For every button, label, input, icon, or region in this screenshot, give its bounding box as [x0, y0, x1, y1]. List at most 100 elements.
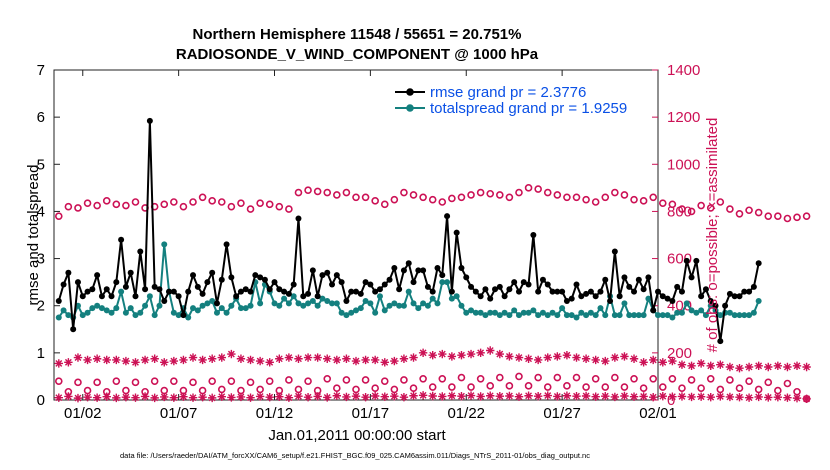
- obs_assimilated_upper-point: [783, 362, 792, 372]
- obs_possible_upper-point: [122, 201, 130, 210]
- totalspread-point: [515, 312, 522, 319]
- rmse-point: [453, 229, 460, 236]
- totalspread-point: [367, 300, 374, 307]
- obs_assimilated_lower-point: [457, 392, 466, 401]
- obs_possible_lower-point: [582, 383, 590, 391]
- rmse-point: [209, 269, 216, 276]
- obs_assimilated_upper-point: [332, 355, 342, 365]
- obs_assimilated_upper-point: [572, 353, 581, 362]
- obs_assimilated_lower-point: [466, 391, 476, 400]
- rmse-point: [482, 286, 489, 293]
- totalspread-point: [755, 298, 762, 304]
- totalspread-point: [362, 298, 369, 304]
- obs_assimilated_lower-point: [792, 393, 802, 403]
- obs_assimilated_upper-point: [754, 361, 763, 371]
- rmse-point: [386, 276, 393, 283]
- rmse-point: [688, 274, 695, 281]
- rmse-point: [463, 274, 470, 281]
- obs_possible_lower-point: [428, 383, 437, 391]
- obs_possible_upper-point: [179, 202, 188, 211]
- rmse-point: [448, 288, 455, 295]
- obs_possible_upper-point: [237, 199, 245, 207]
- rmse-point: [218, 276, 225, 283]
- obs_assimilated_lower-point: [390, 392, 399, 401]
- obs_assimilated_upper-point: [438, 349, 447, 359]
- obs_possible_upper-point: [294, 188, 303, 197]
- totalspread-point: [563, 312, 570, 319]
- totalspread-point: [506, 312, 513, 319]
- totalspread-point: [583, 312, 590, 319]
- rmse-point: [429, 288, 436, 295]
- rmse-point: [94, 272, 101, 279]
- obs_assimilated_lower-point: [610, 392, 620, 402]
- totalspread-point: [688, 307, 695, 314]
- obs_assimilated_lower-point: [332, 391, 342, 400]
- rmse-point: [578, 293, 585, 300]
- rmse-point: [180, 312, 187, 319]
- y-axis-label: rmse and totalspread: [25, 165, 42, 306]
- obs_possible_upper-point: [496, 191, 504, 199]
- rmse-point: [127, 269, 134, 276]
- legend-totalspread-marker: [406, 104, 414, 112]
- obs_assimilated_lower-point: [716, 392, 725, 401]
- totalspread-point: [487, 309, 494, 316]
- rmse-point: [55, 298, 62, 304]
- rmse-point: [420, 267, 427, 274]
- obs_assimilated_lower-point: [476, 392, 485, 401]
- rmse-point: [755, 260, 762, 267]
- rmse-point: [175, 293, 182, 300]
- rmse-point: [98, 293, 105, 300]
- obs_assimilated_lower-point: [639, 392, 648, 401]
- obs_assimilated_lower-point: [687, 392, 696, 402]
- totalspread-point: [611, 312, 618, 319]
- obs_assimilated_upper-point: [524, 354, 533, 363]
- rmse-point: [348, 288, 355, 295]
- totalspread-point: [621, 300, 628, 307]
- x-tick-label: 01/22: [447, 405, 485, 422]
- obs_assimilated_lower-point: [409, 391, 418, 400]
- obs_possible_upper-point: [524, 184, 533, 192]
- rmse-point: [655, 288, 661, 295]
- obs_assimilated_lower-point: [773, 392, 783, 402]
- obs_possible_upper-point: [54, 212, 63, 220]
- totalspread-point: [305, 300, 312, 307]
- obs_possible_lower-point: [572, 373, 581, 382]
- obs_assimilated_lower-point: [399, 392, 409, 402]
- obs_assimilated_upper-point: [265, 358, 274, 367]
- obs_assimilated_upper-point: [294, 354, 303, 363]
- rmse-point: [616, 293, 623, 300]
- rmse-point: [568, 295, 575, 302]
- obs_possible_lower-point: [54, 377, 63, 385]
- rmse-point: [693, 257, 700, 264]
- rmse-point: [434, 265, 441, 271]
- rmse-point: [314, 293, 321, 300]
- footnote: data file: /Users/raeder/DAI/ATM_forcXX/…: [120, 451, 590, 460]
- obs_possible_lower-point: [74, 378, 82, 387]
- obs_assimilated_lower-point: [495, 392, 505, 401]
- obs_assimilated_lower-point: [677, 392, 687, 401]
- totalspread-point: [726, 309, 733, 316]
- obs_possible_upper-point: [754, 208, 763, 217]
- rmse-point: [261, 276, 268, 283]
- totalspread-point: [309, 298, 316, 304]
- obs_assimilated_lower-point: [236, 392, 246, 402]
- obs_possible_lower-point: [93, 378, 101, 387]
- totalspread-point: [535, 312, 542, 319]
- obs_possible_lower-point: [265, 377, 274, 385]
- rmse-point: [530, 232, 537, 238]
- totalspread-point: [329, 300, 336, 307]
- obs_possible_upper-point: [553, 191, 562, 199]
- obs_assimilated_lower-point: [668, 392, 677, 401]
- obs_assimilated_upper-point: [73, 353, 83, 362]
- totalspread-point: [750, 309, 757, 316]
- rmse-point: [367, 281, 374, 288]
- obs_possible_lower-point: [448, 383, 456, 391]
- totalspread-point: [539, 309, 546, 316]
- y-tick-label: 5: [37, 156, 45, 173]
- rmse-point: [659, 293, 666, 300]
- obs_possible_upper-point: [467, 191, 475, 199]
- rmse-point: [142, 286, 149, 293]
- chart-subtitle: RADIOSONDE_V_WIND_COMPONENT @ 1000 hPa: [176, 46, 539, 63]
- obs_assimilated_lower-point: [562, 391, 572, 400]
- totalspread-point: [89, 305, 96, 312]
